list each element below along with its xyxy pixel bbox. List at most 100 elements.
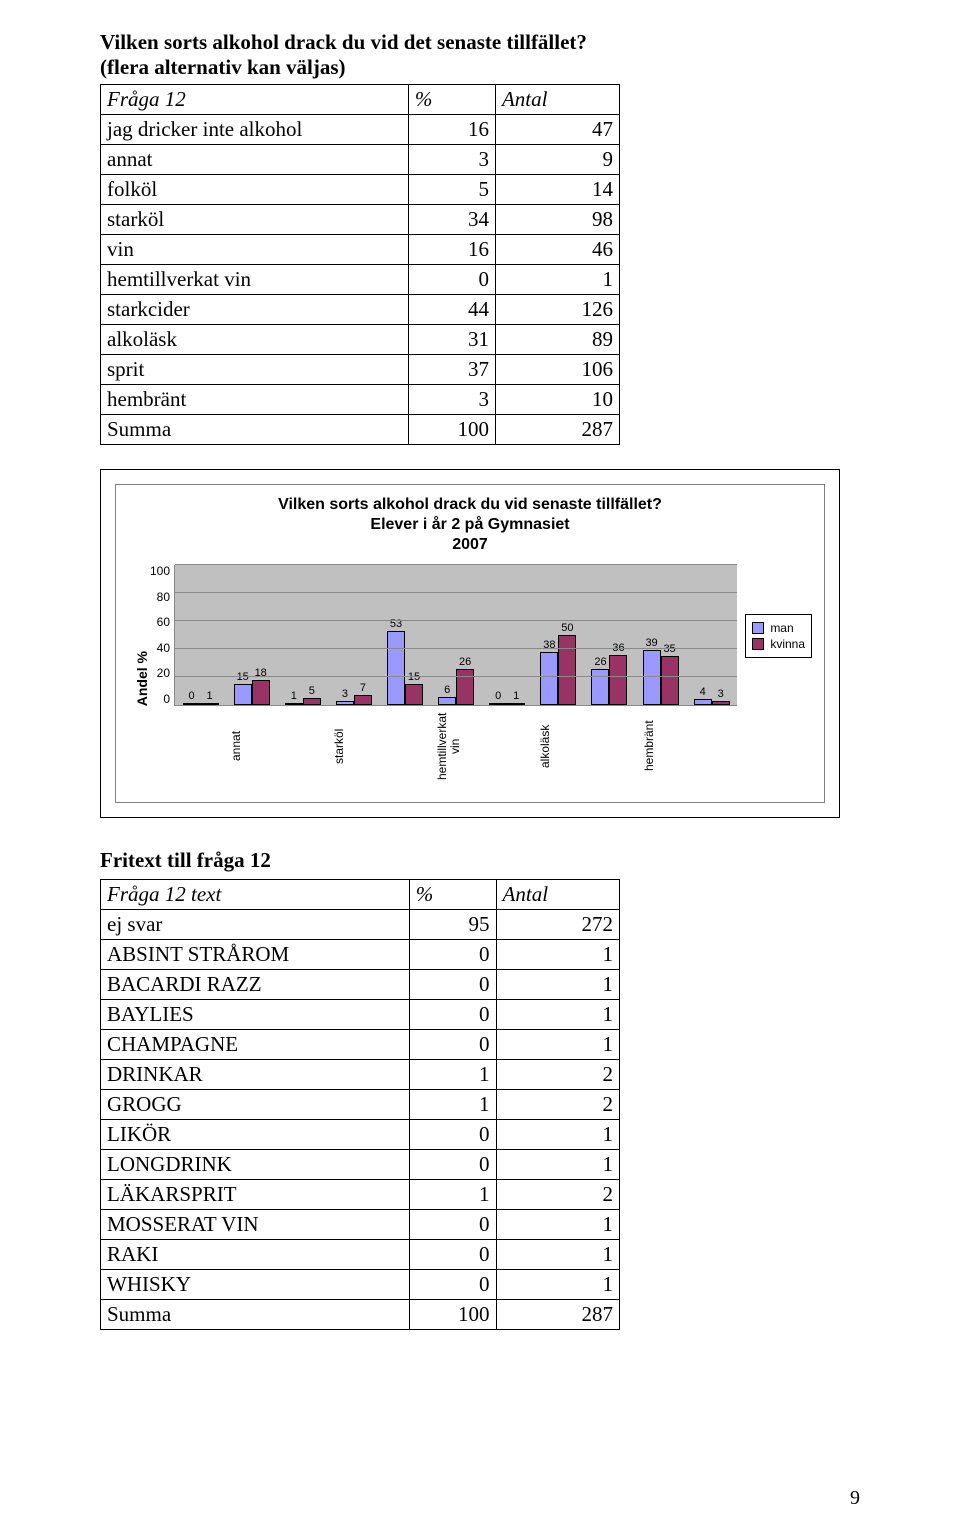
cell-label: sprit [101, 355, 409, 385]
cell-percent: 31 [408, 325, 495, 355]
table-row: RAKI01 [101, 1240, 620, 1270]
bar-man [694, 699, 712, 705]
bar-value-label: 15 [408, 672, 420, 683]
table-row: BACARDI RAZZ01 [101, 970, 620, 1000]
cell-label: alkoläsk [101, 325, 409, 355]
bar-value-label: 0 [495, 691, 501, 702]
bar-group: 2636 [584, 565, 635, 705]
cell-percent: 16 [408, 115, 495, 145]
cell-percent: 5 [408, 175, 495, 205]
table-row: folköl514 [101, 175, 620, 205]
chart-y-label: Andel % [128, 651, 150, 706]
cell-antal: 89 [495, 325, 619, 355]
bar-man [336, 701, 354, 705]
cell-label: WHISKY [101, 1270, 410, 1300]
table-row: Summa100287 [101, 415, 620, 445]
cell-percent: 0 [409, 940, 496, 970]
bar-value-label: 1 [291, 691, 297, 702]
cell-percent: 100 [408, 415, 495, 445]
cell-percent: 0 [409, 970, 496, 1000]
table-fraga-12-text: Fråga 12 text % Antal ej svar95272ABSINT… [100, 879, 620, 1330]
table-row: MOSSERAT VIN01 [101, 1210, 620, 1240]
bar-man [234, 684, 252, 705]
bar-man [183, 703, 201, 705]
bar-kvinna [558, 635, 576, 705]
table-row: WHISKY01 [101, 1270, 620, 1300]
bar-kvinna [661, 656, 679, 705]
cell-antal: 2 [496, 1090, 619, 1120]
table-row: LONGDRINK01 [101, 1150, 620, 1180]
th-label: Fråga 12 [101, 85, 409, 115]
cell-percent: 1 [409, 1180, 496, 1210]
cell-label: BAYLIES [101, 1000, 410, 1030]
cell-antal: 98 [495, 205, 619, 235]
table-fraga-12: Fråga 12 % Antal jag dricker inte alkoho… [100, 84, 620, 445]
title-line-1: Vilken sorts alkohol drack du vid det se… [100, 30, 587, 54]
table-row: DRINKAR12 [101, 1060, 620, 1090]
cell-label: ej svar [101, 910, 410, 940]
bar-value-label: 15 [237, 672, 249, 683]
cell-label: GROGG [101, 1090, 410, 1120]
cell-antal: 126 [495, 295, 619, 325]
chart-y-axis: 100806040200 [150, 565, 174, 705]
title-line-2: (flera alternativ kan väljas) [100, 55, 346, 79]
bar-man [540, 652, 558, 705]
cell-percent: 3 [408, 385, 495, 415]
cell-label: jag dricker inte alkohol [101, 115, 409, 145]
chart-legend: man kvinna [745, 614, 812, 658]
table-row: ABSINT STRÅROM01 [101, 940, 620, 970]
cell-label: DRINKAR [101, 1060, 410, 1090]
th-percent: % [408, 85, 495, 115]
bar-value-label: 7 [360, 683, 366, 694]
cell-percent: 0 [409, 1000, 496, 1030]
swatch-man [752, 622, 764, 634]
table-row: LIKÖR01 [101, 1120, 620, 1150]
bar-group: 01 [175, 565, 226, 705]
bar-man [387, 631, 405, 705]
bar-man [643, 650, 661, 705]
bar-value-label: 1 [513, 691, 519, 702]
y-tick: 100 [150, 565, 170, 577]
cell-label: vin [101, 235, 409, 265]
cell-percent: 37 [408, 355, 495, 385]
swatch-kvinna [752, 638, 764, 650]
th-antal: Antal [496, 880, 619, 910]
cell-percent: 0 [409, 1120, 496, 1150]
bar-kvinna [303, 698, 321, 705]
table-header-row: Fråga 12 text % Antal [101, 880, 620, 910]
bar-kvinna [201, 703, 219, 705]
table-row: ej svar95272 [101, 910, 620, 940]
bar-value-label: 1 [207, 691, 213, 702]
bar-man [438, 697, 456, 705]
x-tick-label: hembränt [643, 706, 695, 792]
legend-item-kvinna: kvinna [752, 637, 805, 651]
cell-antal: 1 [496, 970, 619, 1000]
cell-label: LÄKARSPRIT [101, 1180, 410, 1210]
table-row: annat39 [101, 145, 620, 175]
cell-percent: 0 [409, 1150, 496, 1180]
page-title: Vilken sorts alkohol drack du vid det se… [100, 30, 860, 80]
cell-antal: 10 [495, 385, 619, 415]
bar-group: 3850 [533, 565, 584, 705]
table-row: Summa100287 [101, 1300, 620, 1330]
cell-antal: 46 [495, 235, 619, 265]
bar-man [489, 703, 507, 705]
table-row: starköl3498 [101, 205, 620, 235]
x-tick-label: hemtillverkat vin [436, 706, 488, 792]
table-row: starkcider44126 [101, 295, 620, 325]
cell-antal: 1 [496, 1030, 619, 1060]
bar-value-label: 3 [342, 689, 348, 700]
cell-percent: 95 [409, 910, 496, 940]
cell-label: RAKI [101, 1240, 410, 1270]
cell-antal: 14 [495, 175, 619, 205]
cell-antal: 2 [496, 1060, 619, 1090]
cell-antal: 1 [496, 1000, 619, 1030]
cell-percent: 0 [409, 1270, 496, 1300]
th-percent: % [409, 880, 496, 910]
cell-antal: 9 [495, 145, 619, 175]
cell-antal: 1 [496, 1210, 619, 1240]
cell-label: hemtillverkat vin [101, 265, 409, 295]
bar-value-label: 6 [444, 685, 450, 696]
bar-group: 15 [277, 565, 328, 705]
cell-antal: 1 [496, 1120, 619, 1150]
